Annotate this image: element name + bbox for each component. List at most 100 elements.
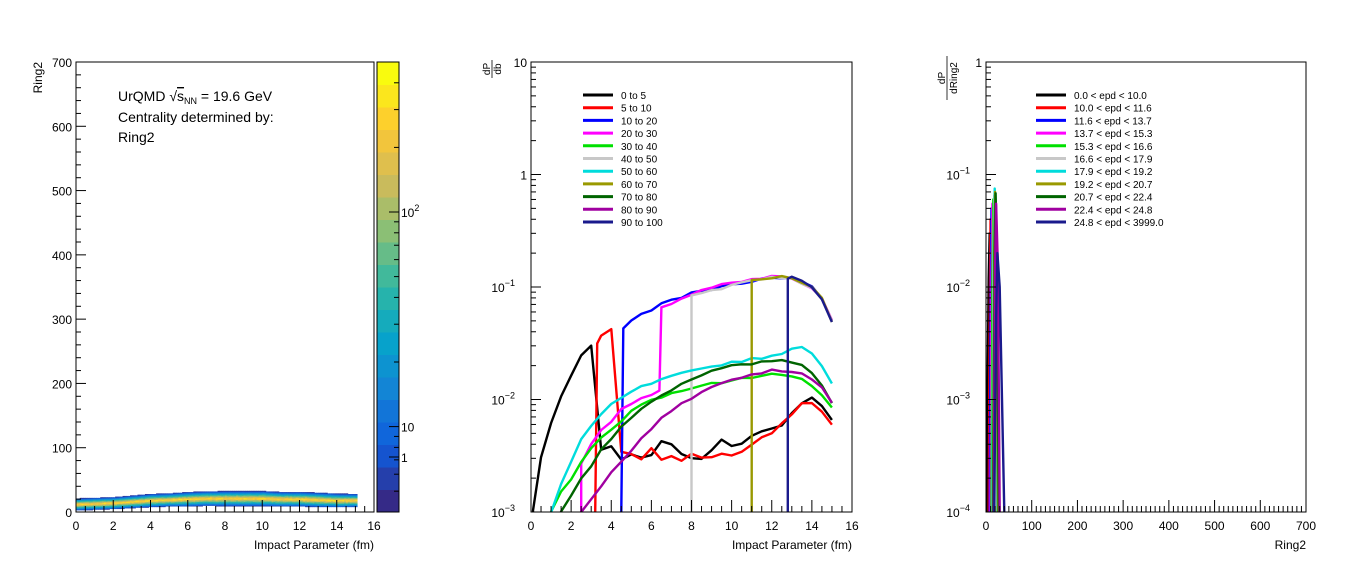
- heatmap-cell: [223, 492, 226, 494]
- heatmap-cell: [277, 501, 280, 503]
- heatmap-cell: [292, 494, 295, 496]
- heatmap-cell: [219, 504, 222, 506]
- heatmap-cell: [353, 499, 356, 501]
- heatmap-cell: [100, 506, 103, 508]
- heatmap-cell: [191, 494, 194, 495]
- heatmap-cell: [219, 501, 222, 503]
- annotation-sqrt: √: [169, 88, 177, 104]
- heatmap-cell: [243, 492, 246, 494]
- heatmap-cell: [262, 491, 265, 493]
- heatmap-cell: [225, 499, 228, 501]
- heatmap-cell: [148, 501, 151, 503]
- heatmap-cell: [275, 492, 278, 494]
- heatmap-cell: [288, 492, 291, 494]
- heatmap-cell: [159, 505, 162, 507]
- heatmap-cell: [267, 505, 270, 507]
- heatmap-cell: [221, 501, 224, 503]
- heatmap-cell: [172, 501, 176, 503]
- heatmap-cell: [290, 499, 293, 501]
- heatmap-cell: [167, 498, 170, 500]
- heatmap-cell: [116, 497, 120, 499]
- heatmap-cell: [310, 506, 313, 508]
- heatmap-cell: [329, 501, 332, 503]
- heatmap-cell: [323, 503, 326, 505]
- heatmap-cell: [193, 497, 196, 499]
- heatmap-cell: [351, 501, 354, 503]
- heatmap-cell: [157, 495, 161, 497]
- heatmap-cell: [154, 501, 157, 503]
- heatmap-cell: [208, 491, 211, 493]
- heatmap-cell: [81, 501, 84, 503]
- heatmap-cell: [161, 501, 164, 503]
- heatmap-cell: [271, 499, 274, 501]
- heatmap-cell: [210, 494, 213, 496]
- heatmap-cell: [306, 500, 310, 502]
- heatmap-cell: [232, 491, 235, 493]
- heatmap-cell: [90, 507, 94, 509]
- heatmap-cell: [90, 499, 94, 501]
- heatmap-cell: [126, 507, 129, 509]
- heatmap-cell: [144, 501, 148, 503]
- heatmap-cell: [94, 505, 97, 507]
- heatmap-cell: [102, 502, 105, 504]
- heatmap-cell: [306, 498, 310, 500]
- heatmap-cell: [293, 503, 297, 504]
- heatmap-cell: [308, 497, 311, 499]
- heatmap-cell: [338, 495, 341, 497]
- heatmap-cell: [211, 494, 215, 495]
- heatmap-cell: [267, 492, 270, 494]
- heatmap-cell: [182, 502, 185, 504]
- heatmap-cell: [157, 494, 161, 495]
- heatmap-cell: [349, 495, 352, 497]
- heatmap-cell: [202, 504, 205, 506]
- colorbar-step: [377, 264, 399, 288]
- heatmap-cell: [310, 496, 313, 498]
- heatmap-cell: [243, 505, 246, 507]
- heatmap-cell: [342, 504, 345, 506]
- heatmap-cell: [340, 500, 343, 502]
- heatmap-cell: [290, 498, 293, 500]
- heatmap-cell: [154, 498, 157, 500]
- middle-series-line: [580, 368, 833, 512]
- heatmap-cell: [202, 498, 205, 500]
- heatmap-cell: [103, 503, 107, 504]
- right-legend-label: 20.7 < epd < 22.4: [1074, 193, 1153, 204]
- heatmap-cell: [284, 494, 287, 496]
- heatmap-cell: [251, 495, 254, 497]
- heatmap-cell: [187, 497, 190, 499]
- heatmap-cell: [126, 497, 129, 499]
- heatmap-cell: [148, 494, 151, 496]
- heatmap-cell: [342, 506, 345, 508]
- heatmap-cell: [336, 495, 339, 497]
- right-legend-label: 19.2 < epd < 20.7: [1074, 180, 1153, 191]
- heatmap-cell: [146, 496, 149, 498]
- heatmap-cell: [251, 503, 254, 505]
- heatmap-cell: [239, 492, 243, 494]
- heatmap-cell: [245, 503, 248, 504]
- colorbar-step: [377, 152, 399, 175]
- heatmap-cell: [189, 493, 192, 495]
- heatmap-cell: [321, 493, 325, 495]
- heatmap-cell: [170, 497, 174, 499]
- heatmap-cell: [319, 493, 323, 495]
- heatmap-cell: [262, 502, 265, 504]
- heatmap-cell: [331, 499, 334, 501]
- heatmap-cell: [122, 499, 125, 501]
- heatmap-cell: [305, 503, 308, 504]
- right-ylabel: dP dRing2: [937, 56, 960, 100]
- heatmap-cell: [247, 501, 250, 503]
- heatmap-cell: [105, 498, 108, 500]
- heatmap-cell: [223, 494, 226, 495]
- heatmap-cell: [236, 496, 239, 498]
- heatmap-cell: [251, 503, 254, 504]
- heatmap-cell: [226, 505, 230, 507]
- heatmap-cell: [310, 501, 313, 503]
- right-y-axis-ticks: 10−410−310−210−11: [946, 56, 996, 520]
- heatmap-cell: [323, 504, 326, 506]
- heatmap-cell: [133, 504, 136, 506]
- heatmap-cell: [150, 497, 153, 499]
- heatmap-cell: [310, 494, 313, 495]
- heatmap-cell: [87, 498, 90, 500]
- heatmap-cell: [267, 493, 270, 495]
- heatmap-cell: [122, 503, 125, 504]
